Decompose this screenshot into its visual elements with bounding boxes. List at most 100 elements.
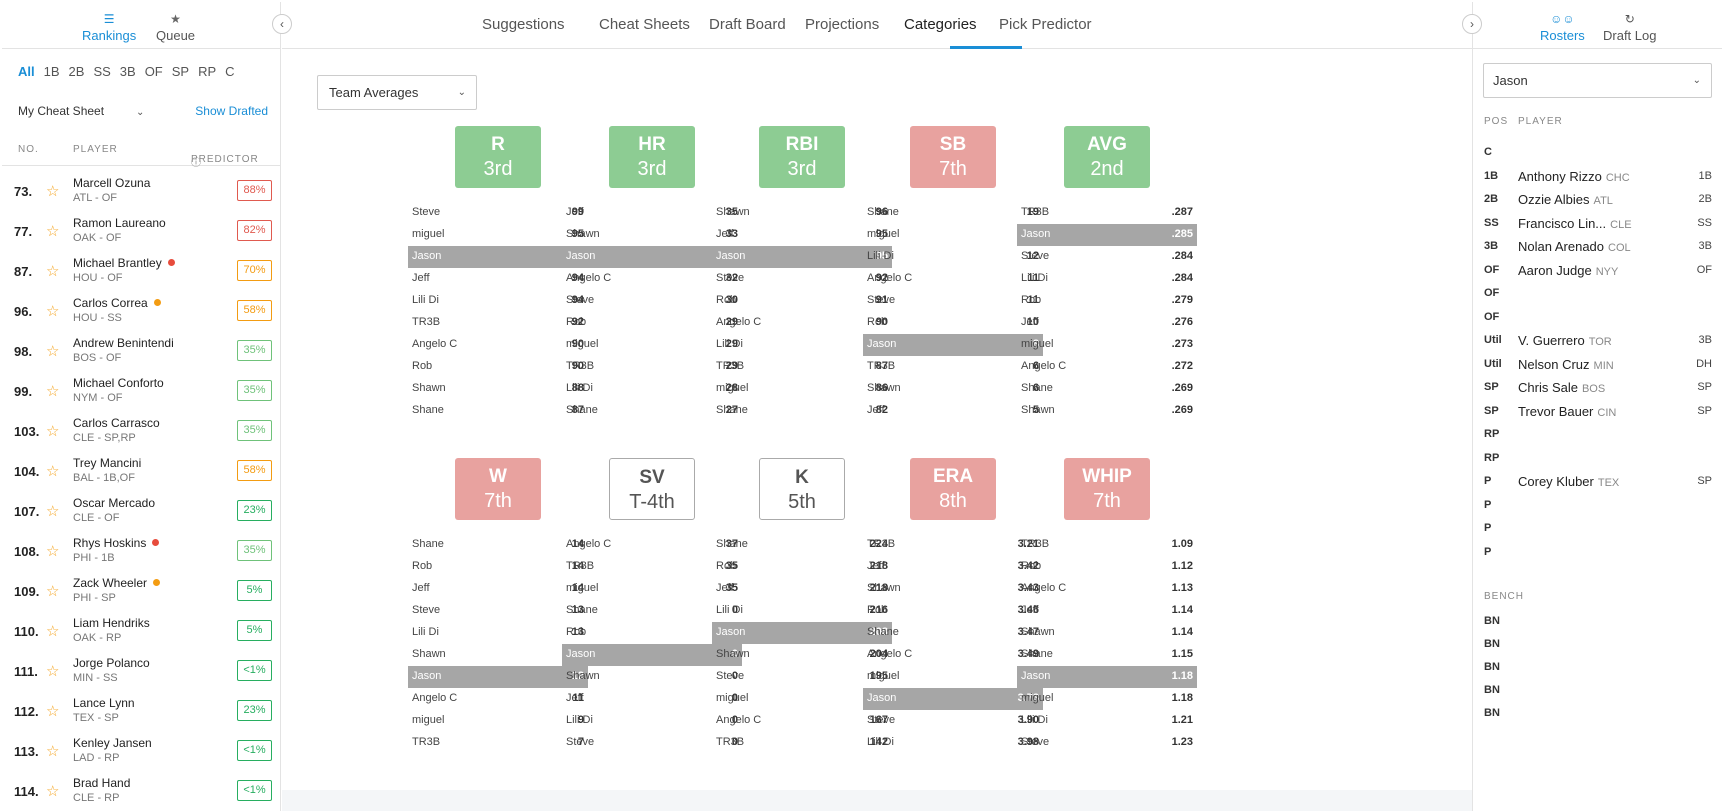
slot-player-name[interactable]: Corey Kluber	[1518, 474, 1594, 489]
roster-slot[interactable]: Util V. Guerrero TOR 3B	[1473, 330, 1722, 354]
player-row[interactable]: 99. ☆ Michael Conforto NYM - OF 35%	[2, 370, 280, 410]
bench-slot: BN	[1484, 638, 1500, 650]
standing-row: miguel .273	[1017, 334, 1197, 356]
collapse-left-button[interactable]: ‹	[272, 14, 292, 34]
player-row[interactable]: 96. ☆ Carlos Correa HOU - SS 58%	[2, 290, 280, 330]
player-row[interactable]: 103. ☆ Carlos Carrasco CLE - SP,RP 35%	[2, 410, 280, 450]
player-row[interactable]: 113. ☆ Kenley Jansen LAD - RP <1%	[2, 730, 280, 770]
star-outline-icon[interactable]: ☆	[46, 503, 60, 520]
roster-slot[interactable]: 3B Nolan Arenado COL 3B	[1473, 236, 1722, 260]
tab-rankings[interactable]: ☰ Rankings	[82, 12, 136, 43]
slot-player-name[interactable]: Francisco Lin...	[1518, 215, 1607, 231]
tab-pick-predictor[interactable]: Pick Predictor	[999, 16, 1092, 33]
star-outline-icon[interactable]: ☆	[46, 223, 60, 240]
player-name[interactable]: Oscar Mercado	[73, 496, 156, 510]
player-name[interactable]: Lance Lynn	[73, 696, 135, 710]
roster-slot[interactable]: SP Trevor Bauer CIN SP	[1473, 401, 1722, 425]
tab-rosters[interactable]: ☺☺ Rosters	[1540, 12, 1585, 43]
slot-player-name[interactable]: Anthony Rizzo	[1518, 168, 1602, 184]
show-drafted-link[interactable]: Show Drafted	[195, 104, 268, 118]
slot-player-name[interactable]: V. Guerrero	[1518, 333, 1585, 348]
player-row[interactable]: 77. ☆ Ramon Laureano OAK - OF 82%	[2, 210, 280, 250]
standing-row: Steve .284	[1017, 246, 1197, 268]
star-outline-icon[interactable]: ☆	[46, 583, 60, 600]
tab-projections[interactable]: Projections	[805, 16, 880, 33]
tab-categories[interactable]: Categories	[904, 16, 977, 33]
position-filter-1b[interactable]: 1B	[43, 64, 60, 79]
star-outline-icon[interactable]: ☆	[46, 303, 60, 320]
team-averages-select[interactable]: Team Averages ⌄	[317, 75, 477, 110]
roster-slot[interactable]: 2B Ozzie Albies ATL 2B	[1473, 189, 1722, 213]
star-outline-icon[interactable]: ☆	[46, 663, 60, 680]
player-name[interactable]: Andrew Benintendi	[73, 336, 174, 350]
roster-slot[interactable]: SS Francisco Lin... CLE SS	[1473, 213, 1722, 237]
star-outline-icon[interactable]: ☆	[46, 343, 60, 360]
player-row[interactable]: 112. ☆ Lance Lynn TEX - SP 23%	[2, 690, 280, 730]
star-outline-icon[interactable]: ☆	[46, 463, 60, 480]
team-value: 0	[731, 670, 738, 682]
star-outline-icon[interactable]: ☆	[46, 543, 60, 560]
roster-slot[interactable]: 1B Anthony Rizzo CHC 1B	[1473, 166, 1722, 190]
info-icon[interactable]: ⓘ	[191, 158, 202, 169]
player-name[interactable]: Rhys Hoskins	[73, 536, 147, 550]
roster-slot[interactable]: Util Nelson Cruz MIN DH	[1473, 354, 1722, 378]
player-row[interactable]: 73. ☆ Marcell Ozuna ATL - OF 88%	[2, 170, 280, 210]
position-filter-all[interactable]: All	[18, 64, 35, 79]
position-filter-of[interactable]: OF	[144, 64, 163, 79]
player-name[interactable]: Jorge Polanco	[73, 656, 150, 670]
player-row[interactable]: 98. ☆ Andrew Benintendi BOS - OF 35%	[2, 330, 280, 370]
player-name[interactable]: Marcell Ozuna	[73, 176, 151, 190]
roster-slot[interactable]: P Corey Kluber TEX SP	[1473, 471, 1722, 495]
player-name[interactable]: Ramon Laureano	[73, 216, 166, 230]
player-row[interactable]: 109. ☆ Zack Wheeler PHI - SP 5%	[2, 570, 280, 610]
player-name[interactable]: Liam Hendriks	[73, 616, 150, 630]
position-filter-sp[interactable]: SP	[171, 64, 190, 79]
tab-suggestions[interactable]: Suggestions	[482, 16, 565, 33]
position-filter-2b[interactable]: 2B	[68, 64, 85, 79]
player-row[interactable]: 114. ☆ Brad Hand CLE - RP <1%	[2, 770, 280, 810]
slot-player-name[interactable]: Chris Sale	[1518, 380, 1578, 395]
star-outline-icon[interactable]: ☆	[46, 743, 60, 760]
player-row[interactable]: 87. ☆ Michael Brantley HOU - OF 70%	[2, 250, 280, 290]
tab-queue[interactable]: ★ Queue	[156, 12, 195, 43]
player-name[interactable]: Carlos Carrasco	[73, 416, 160, 430]
tab-cheat-sheets[interactable]: Cheat Sheets	[599, 16, 690, 33]
player-name[interactable]: Carlos Correa	[73, 296, 148, 310]
owner-select[interactable]: Jason ⌄	[1483, 63, 1712, 98]
player-row[interactable]: 110. ☆ Liam Hendriks OAK - RP 5%	[2, 610, 280, 650]
position-filter-c[interactable]: C	[225, 64, 235, 79]
star-outline-icon[interactable]: ☆	[46, 783, 60, 800]
team-name: Shane	[412, 404, 444, 416]
collapse-right-button[interactable]: ›	[1462, 14, 1482, 34]
slot-player-name[interactable]: Aaron Judge	[1518, 262, 1592, 278]
position-filter-rp[interactable]: RP	[198, 64, 217, 79]
player-row[interactable]: 107. ☆ Oscar Mercado CLE - OF 23%	[2, 490, 280, 530]
category-era: ERA 8th TR3B 3.21 Jeff 3.42 Shawn 3.43 Rob 3.46 Sh…	[863, 458, 1043, 754]
player-name[interactable]: Brad Hand	[73, 776, 131, 790]
player-name[interactable]: Kenley Jansen	[73, 736, 152, 750]
position-filter-3b[interactable]: 3B	[119, 64, 136, 79]
tab-draft-board[interactable]: Draft Board	[709, 16, 786, 33]
player-row[interactable]: 104. ☆ Trey Mancini BAL - 1B,OF 58%	[2, 450, 280, 490]
slot-player-name[interactable]: Nelson Cruz	[1518, 356, 1590, 372]
player-row[interactable]: 108. ☆ Rhys Hoskins PHI - 1B 35%	[2, 530, 280, 570]
tab-draft-log[interactable]: ↻ Draft Log	[1603, 12, 1656, 43]
roster-slot[interactable]: SP Chris Sale BOS SP	[1473, 377, 1722, 401]
star-outline-icon[interactable]: ☆	[46, 383, 60, 400]
roster-slot[interactable]: OF Aaron Judge NYY OF	[1473, 260, 1722, 284]
star-outline-icon[interactable]: ☆	[46, 623, 60, 640]
star-outline-icon[interactable]: ☆	[46, 183, 60, 200]
slot-player-name[interactable]: Trevor Bauer	[1518, 403, 1594, 419]
player-name[interactable]: Zack Wheeler	[73, 576, 148, 590]
player-name[interactable]: Trey Mancini	[73, 456, 142, 470]
player-row[interactable]: 111. ☆ Jorge Polanco MIN - SS <1%	[2, 650, 280, 690]
position-filter-ss[interactable]: SS	[93, 64, 111, 79]
star-outline-icon[interactable]: ☆	[46, 423, 60, 440]
player-name[interactable]: Michael Conforto	[73, 376, 164, 390]
star-outline-icon[interactable]: ☆	[46, 263, 60, 280]
player-name[interactable]: Michael Brantley	[73, 256, 162, 270]
slot-player-name[interactable]: Nolan Arenado	[1518, 239, 1605, 254]
cheat-sheet-select[interactable]: My Cheat Sheet ⌄	[18, 104, 144, 118]
star-outline-icon[interactable]: ☆	[46, 703, 60, 720]
slot-player-name[interactable]: Ozzie Albies	[1518, 192, 1590, 207]
